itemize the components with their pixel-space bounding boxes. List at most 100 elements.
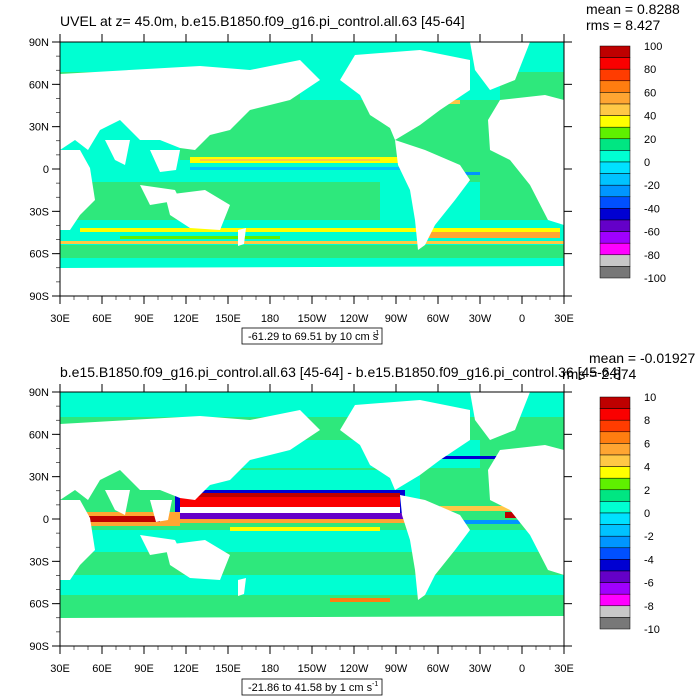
lon-label: 120W (340, 313, 369, 325)
lon-label: 60W (427, 313, 450, 325)
colorbar-swatch (599, 184, 631, 198)
lon-label: 30W (469, 663, 492, 675)
lon-label: 120E (173, 663, 199, 675)
colorbar-swatch (599, 196, 631, 209)
colorbar-label: -40 (644, 203, 660, 215)
colorbar-swatch (599, 115, 631, 128)
lon-label: 180 (261, 663, 279, 675)
colorbar-swatch (599, 443, 631, 456)
panel-2-mean: mean = -0.01927 (589, 350, 695, 366)
lon-label: 180 (261, 313, 279, 325)
colorbar-label: 2 (644, 485, 650, 497)
colorbar-label: 20 (644, 134, 656, 146)
colorbar-swatch (599, 408, 631, 421)
panel-1-title: UVEL at z= 45.0m, b.e15.B1850.f09_g16.pi… (60, 13, 465, 29)
lon-label: 0 (519, 313, 525, 325)
colorbar-swatch (599, 266, 631, 279)
colorbar-swatch (599, 617, 631, 630)
panel-1-colorbar: 100 80 60 40 20 0 -20 -40 -60 -80 -100 (599, 41, 666, 285)
colorbar-swatch (599, 535, 631, 549)
panel-1-mean: mean = 0.8288 (586, 1, 680, 17)
colorbar-label: 10 (644, 392, 656, 404)
panel-2: b.e15.B1850.f09_g16.pi_control.all.63 [4… (29, 350, 695, 696)
colorbar-label: -20 (644, 180, 660, 192)
panel-1: UVEL at z= 45.0m, b.e15.B1850.f09_g16.pi… (29, 1, 680, 345)
panel-1-lon-labels: 30E 60E 90E 120E 150E 180 150W 120W 90W 60W 30W 0 30… (50, 313, 574, 325)
lat-label: 60N (29, 429, 49, 441)
colorbar-swatch (599, 396, 631, 409)
colorbar-swatch (599, 547, 631, 560)
lat-label: 60N (29, 79, 49, 91)
lat-label: 90N (29, 387, 49, 399)
colorbar-label: -6 (644, 578, 654, 590)
lat-label: 60S (29, 249, 49, 261)
colorbar-swatch (599, 477, 631, 491)
panel-2-lon-labels: 30E 60E 90E 120E 150E 180 150W 120W 90W 60W 30W 0 30… (50, 663, 574, 675)
lat-label: 90S (29, 641, 49, 653)
colorbar-swatch (599, 559, 631, 572)
lat-label: 30S (29, 556, 49, 568)
colorbar-swatch (599, 489, 631, 502)
colorbar-label: -2 (644, 531, 654, 543)
panel-1-rms: rms = 8.427 (586, 17, 661, 33)
colorbar-label: 80 (644, 64, 656, 76)
colorbar-swatch (599, 231, 631, 244)
colorbar-swatch (599, 208, 631, 221)
colorbar-label: 4 (644, 462, 650, 474)
colorbar-label: 6 (644, 438, 650, 450)
lon-label: 120W (340, 663, 369, 675)
colorbar-swatch (599, 570, 631, 583)
colorbar-swatch (599, 524, 631, 537)
colorbar-swatch (599, 173, 631, 186)
colorbar-label: 40 (644, 111, 656, 123)
lon-label: 150W (298, 313, 327, 325)
lon-label: 120E (173, 313, 199, 325)
colorbar-swatch (599, 419, 631, 433)
panel-1-map (60, 42, 564, 296)
lat-label: 30N (29, 472, 49, 484)
colorbar-label: -60 (644, 227, 660, 239)
lat-label: 30S (29, 206, 49, 218)
colorbar-swatch (599, 103, 631, 116)
colorbar-swatch (599, 512, 631, 525)
colorbar-swatch (599, 126, 631, 140)
panel-1-range-note: -61.29 to 69.51 by 10 cm s -1 (241, 327, 383, 345)
lat-label: 90N (29, 37, 49, 49)
colorbar-swatch (599, 57, 631, 70)
panel-2-map (60, 392, 564, 646)
lon-label: 90W (385, 313, 408, 325)
lon-label: 30E (554, 313, 574, 325)
colorbar-label: 100 (644, 41, 662, 53)
panel-2-lat-labels: 90N 60N 30N 0 30S 60S 90S (29, 387, 49, 653)
colorbar-label: -8 (644, 601, 654, 613)
colorbar-swatch (599, 454, 631, 467)
lon-label: 30W (469, 313, 492, 325)
colorbar-swatch (599, 466, 631, 479)
colorbar-label: 8 (644, 415, 650, 427)
panel-2-rms: rms = 2.874 (562, 366, 637, 382)
lat-label: 0 (43, 514, 49, 526)
panel-2-range-note: -21.86 to 41.58 by 1 cm s -1 (241, 678, 383, 696)
colorbar-label: -80 (644, 250, 660, 262)
colorbar-swatch (599, 431, 631, 444)
lat-label: 0 (43, 164, 49, 176)
colorbar-swatch (599, 92, 631, 105)
lon-label: 60E (92, 313, 112, 325)
colorbar-label: 0 (644, 157, 650, 169)
panel-1-range-text: -61.29 to 69.51 by 10 cm s (248, 331, 379, 343)
colorbar-swatch (599, 254, 631, 267)
panel-2-range-text: -21.86 to 41.58 by 1 cm s (248, 682, 373, 694)
lon-label: 90W (385, 663, 408, 675)
colorbar-swatch (599, 501, 631, 514)
panel-1-ticks (52, 34, 572, 304)
panel-2-land (60, 392, 564, 646)
lon-label: 60E (92, 663, 112, 675)
lon-label: 150E (215, 663, 241, 675)
lat-label: 90S (29, 291, 49, 303)
colorbar-swatch (599, 80, 631, 93)
colorbar-swatch (599, 219, 631, 232)
colorbar-swatch (599, 242, 631, 256)
colorbar-swatch (599, 68, 631, 82)
colorbar-swatch (599, 161, 631, 174)
